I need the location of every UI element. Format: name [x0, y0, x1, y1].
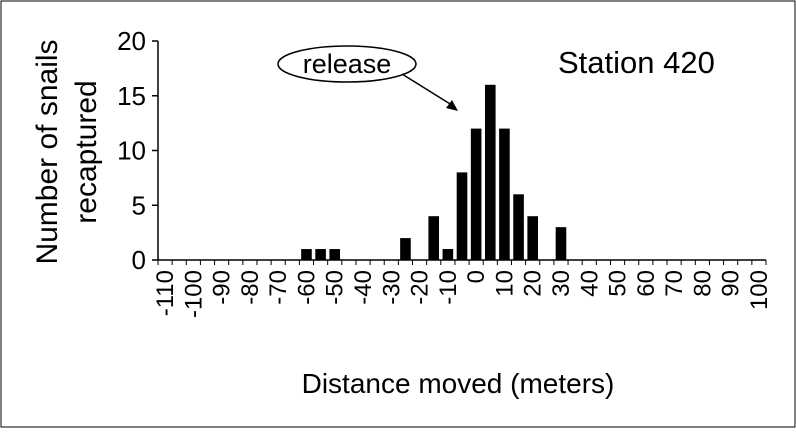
x-tick-label-80: 80	[689, 270, 716, 297]
x-tick-label--90: -90	[209, 270, 236, 305]
x-tick-label--40: -40	[350, 270, 377, 305]
bar--25	[400, 238, 411, 260]
release-ellipse	[277, 45, 417, 83]
bar--55	[315, 249, 326, 260]
bar-0	[470, 128, 482, 260]
bars-group	[301, 84, 567, 260]
bar-15	[513, 194, 524, 260]
y-tick-label-15: 15	[117, 81, 146, 111]
bar-30	[555, 227, 567, 260]
x-tick-label-20: 20	[520, 270, 547, 297]
release-annotation: release	[277, 45, 458, 111]
x-tick-label--110: -110	[152, 270, 179, 316]
y-tick-label-0: 0	[132, 245, 146, 275]
bar--5	[456, 172, 468, 260]
x-tick-label-40: 40	[576, 270, 603, 297]
y-axis-title-line2: recaptured	[70, 80, 103, 223]
x-tick-label-70: 70	[661, 270, 688, 297]
bar--15	[428, 216, 440, 260]
x-tick-label-10: 10	[491, 270, 518, 297]
bar-5	[484, 84, 496, 260]
y-tick-label-20: 20	[117, 26, 146, 56]
x-tick-label-100: 100	[746, 270, 773, 310]
x-tick-label--80: -80	[237, 270, 264, 305]
x-tick-label--100: -100	[180, 270, 207, 318]
x-tick-label-90: 90	[718, 270, 745, 297]
x-tick-label--70: -70	[265, 270, 292, 305]
x-tick-label-50: 50	[605, 270, 632, 297]
x-tick-label--50: -50	[322, 270, 349, 305]
y-tick-label-10: 10	[117, 136, 146, 166]
bar--10	[442, 249, 454, 260]
x-tick-label-60: 60	[633, 270, 660, 297]
y-tick-label-5: 5	[132, 190, 146, 220]
x-tick-label-30: 30	[548, 270, 575, 297]
release-arrow-head	[446, 100, 458, 111]
release-label: release	[303, 49, 392, 79]
x-tick-label-0: 0	[463, 270, 490, 283]
x-tick-label--10: -10	[435, 270, 462, 305]
y-axis-title-line1: Number of snails	[31, 39, 64, 264]
bar-20	[527, 216, 538, 260]
x-tick-label--60: -60	[293, 270, 320, 305]
x-tick-label--20: -20	[407, 270, 434, 305]
x-tick-label--30: -30	[378, 270, 405, 305]
bar--60	[301, 249, 312, 260]
x-axis-title: Distance moved (meters)	[302, 368, 615, 399]
release-arrow-line	[401, 73, 456, 108]
chart-title: Station 420	[558, 45, 715, 80]
bar-10	[499, 128, 510, 260]
bar--50	[329, 249, 341, 260]
